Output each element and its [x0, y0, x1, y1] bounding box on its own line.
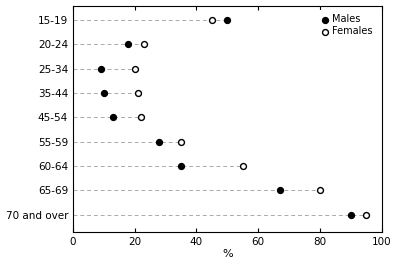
Males: [156, 140, 162, 144]
Females: [239, 164, 246, 168]
Males: [98, 67, 104, 71]
Females: [138, 115, 144, 120]
Males: [348, 213, 354, 217]
Females: [363, 213, 369, 217]
Males: [224, 18, 230, 22]
Females: [135, 91, 141, 95]
Males: [125, 42, 132, 47]
Females: [141, 42, 147, 47]
Males: [277, 188, 283, 193]
Females: [209, 18, 215, 22]
X-axis label: %: %: [222, 249, 233, 259]
Females: [317, 188, 323, 193]
Legend: Males, Females: Males, Females: [316, 10, 377, 40]
Females: [178, 140, 184, 144]
Males: [100, 91, 107, 95]
Males: [178, 164, 184, 168]
Females: [131, 67, 138, 71]
Males: [110, 115, 116, 120]
